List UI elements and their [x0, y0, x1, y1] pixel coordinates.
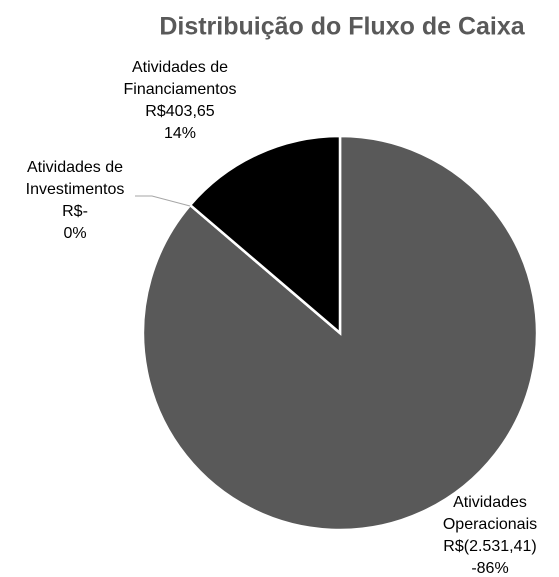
data-label: Atividades de Financiamentos R$403,65 14%	[124, 57, 237, 145]
leader-line	[135, 195, 191, 207]
category-label: Atividades de Financiamentos	[123, 59, 237, 98]
data-label: Atividades Operacionais R$(2.531,41) -86%	[443, 492, 537, 577]
value-label: R$(2.531,41)	[443, 538, 537, 555]
chart-title: Distribuição do Fluxo de Caixa	[159, 13, 525, 41]
value-label: R$403,65	[145, 103, 215, 120]
category-label: Atividades de Investimentos	[25, 159, 125, 198]
percent-label: 14%	[163, 125, 197, 142]
percent-label: -86%	[471, 560, 509, 577]
pie-slice	[141, 134, 539, 532]
pie-slice	[188, 134, 342, 336]
percent-label: 0%	[63, 225, 87, 242]
category-label: Atividades Operacionais	[442, 494, 538, 533]
data-label: Atividades de Investimentos R$- 0%	[26, 157, 125, 245]
value-label: R$-	[62, 203, 88, 220]
